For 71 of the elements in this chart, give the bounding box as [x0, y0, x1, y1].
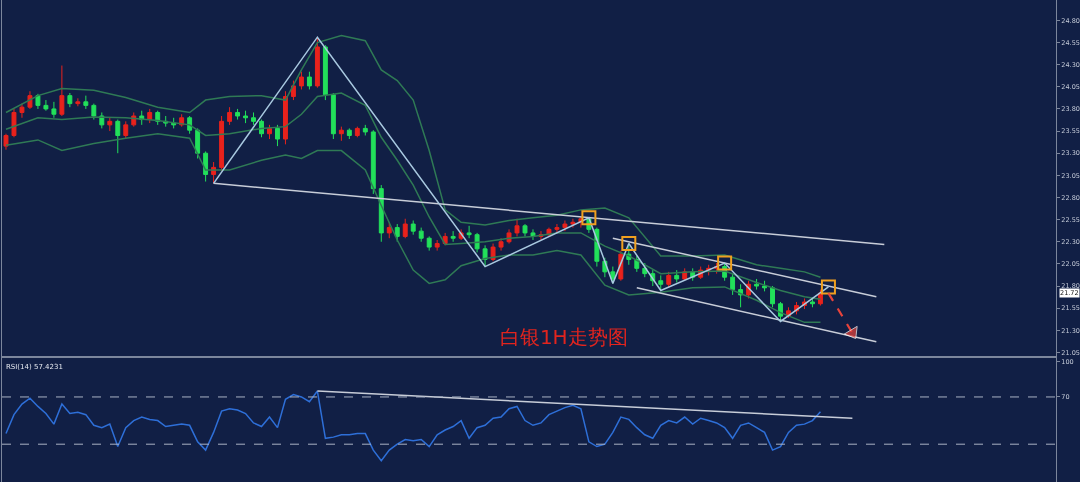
candlestick — [674, 269, 680, 283]
candlestick — [115, 119, 121, 154]
candlestick — [147, 108, 153, 124]
candlestick — [658, 274, 664, 291]
candlestick — [75, 97, 81, 107]
candlestick — [227, 106, 233, 126]
candlestick — [51, 101, 57, 119]
candlestick — [235, 108, 241, 121]
line-series — [5, 390, 822, 462]
candlestick — [83, 95, 89, 110]
candlestick — [354, 126, 360, 138]
candlestick — [59, 65, 65, 117]
candlestick — [554, 223, 560, 234]
candlestick — [730, 273, 736, 296]
candlestick — [426, 235, 432, 252]
candlestick — [522, 223, 528, 237]
candlestick — [155, 110, 161, 126]
candlestick — [43, 99, 49, 112]
candlestick — [171, 117, 177, 129]
candlestick — [35, 93, 41, 110]
candlestick — [219, 115, 225, 172]
candlestick — [434, 239, 440, 252]
candlestick — [338, 126, 344, 142]
line-series — [5, 92, 822, 301]
point — [820, 279, 836, 295]
candlestick — [306, 71, 312, 90]
candlestick — [3, 133, 9, 151]
candlestick — [810, 297, 815, 308]
candlestick — [314, 36, 320, 89]
text: 白银1H走势图 — [499, 325, 628, 350]
candlestick — [251, 111, 256, 126]
candlestick — [283, 90, 288, 145]
candlestick — [11, 108, 17, 138]
candlestick — [450, 230, 456, 243]
candlestick — [322, 44, 328, 101]
candlestick — [259, 119, 264, 138]
candlestick — [770, 285, 775, 308]
candlestick — [243, 110, 248, 124]
candlestick — [402, 218, 408, 239]
point — [581, 210, 597, 226]
candlestick — [370, 129, 376, 195]
point — [717, 255, 733, 271]
candlestick — [490, 243, 496, 262]
candlestick — [298, 71, 304, 90]
candlestick — [131, 111, 137, 128]
candlestick — [330, 92, 336, 140]
candlestick — [346, 127, 352, 140]
candlestick — [570, 218, 576, 229]
candlestick — [498, 237, 504, 252]
candlestick — [754, 278, 760, 291]
point — [621, 236, 637, 252]
candlestick — [514, 218, 520, 237]
candlestick — [123, 120, 129, 140]
candlestick — [466, 225, 472, 239]
candlestick — [290, 80, 296, 101]
candlestick — [187, 115, 193, 135]
candlestick — [474, 232, 480, 253]
candlestick — [410, 220, 416, 236]
candlestick — [67, 92, 73, 108]
candlestick — [666, 271, 672, 289]
line-series — [5, 132, 822, 324]
candlestick — [418, 227, 424, 243]
candlestick — [362, 124, 368, 136]
candlestick — [107, 117, 113, 132]
candlestick — [275, 124, 280, 147]
candlestick — [682, 267, 688, 282]
candlestick — [91, 103, 97, 121]
candlestick — [562, 220, 568, 232]
candlestick — [378, 184, 384, 243]
candlestick — [267, 124, 272, 140]
candlestick — [19, 103, 25, 119]
